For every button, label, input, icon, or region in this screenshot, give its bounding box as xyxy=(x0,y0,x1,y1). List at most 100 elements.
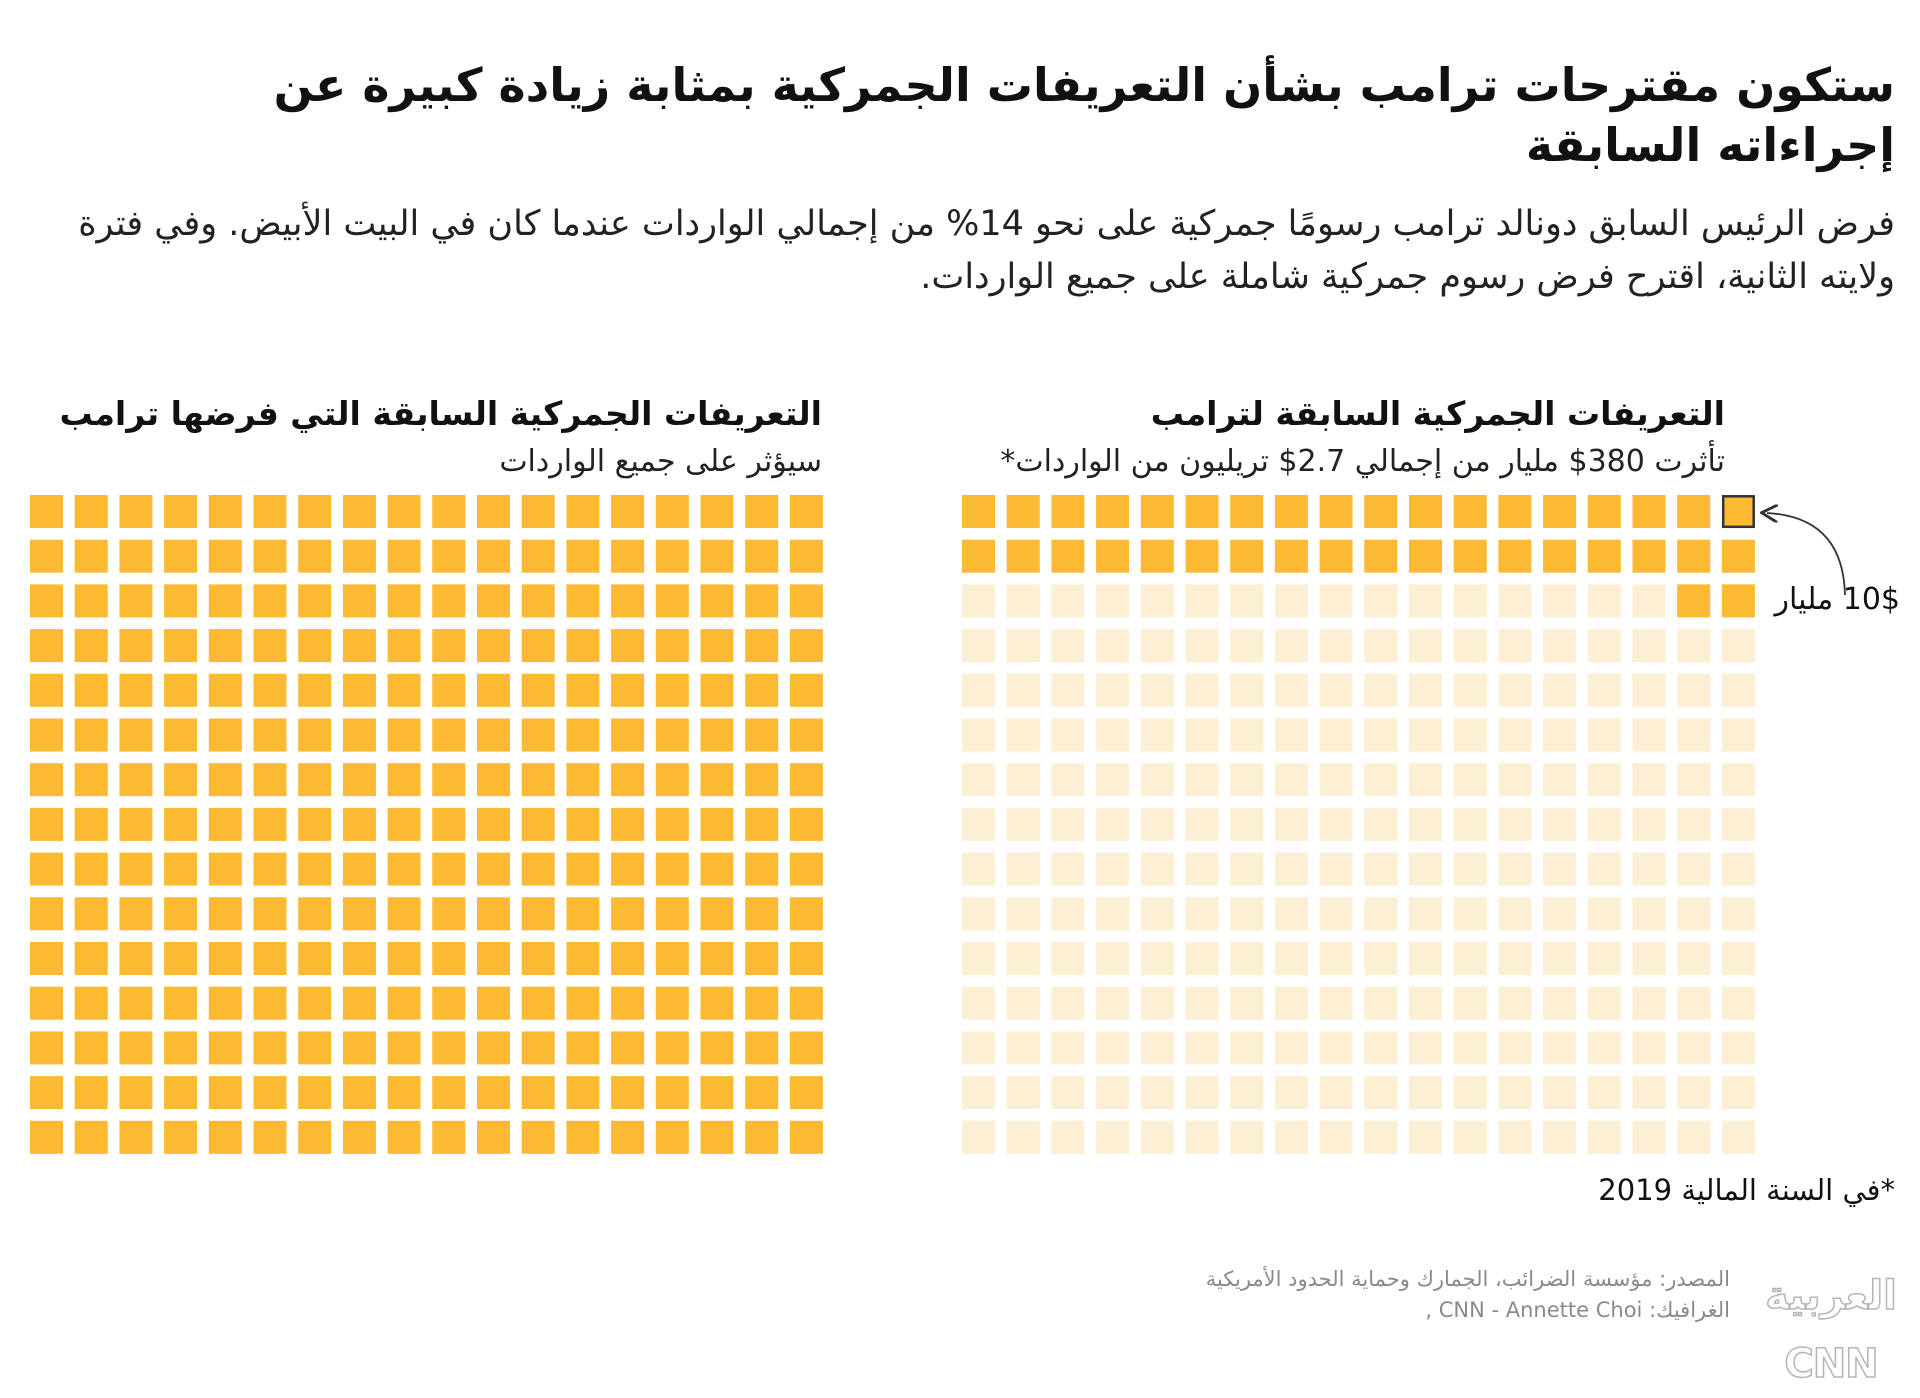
waffle-square-filled xyxy=(745,584,779,618)
waffle-square-filled xyxy=(119,1076,153,1110)
waffle-square-filled xyxy=(298,1076,332,1110)
waffle-square-empty xyxy=(1006,718,1040,752)
waffle-square-filled xyxy=(521,1076,555,1110)
waffle-square-filled xyxy=(298,986,332,1020)
waffle-square-empty xyxy=(1230,1120,1264,1154)
waffle-square-empty xyxy=(1453,673,1487,707)
waffle-square-empty xyxy=(1677,1120,1711,1154)
waffle-square-filled xyxy=(745,539,779,573)
waffle-square-empty xyxy=(1274,584,1308,618)
waffle-square-filled xyxy=(30,1031,63,1065)
waffle-square-filled xyxy=(342,807,376,841)
waffle-square-empty xyxy=(1632,986,1666,1020)
waffle-square-empty xyxy=(1543,673,1577,707)
waffle-square-filled xyxy=(477,584,510,618)
waffle-square-empty xyxy=(1140,1076,1174,1110)
waffle-square-empty xyxy=(1453,718,1487,752)
waffle-square-filled xyxy=(1409,539,1442,573)
waffle-square-empty xyxy=(1632,673,1666,707)
waffle-square-empty xyxy=(1453,629,1487,663)
chart-title: ستكون مقترحات ترامب بشأن التعريفات الجمر… xyxy=(273,58,1895,172)
waffle-square-empty xyxy=(1409,852,1442,886)
waffle-square-filled xyxy=(611,942,645,975)
waffle-square-empty xyxy=(962,763,995,797)
waffle-square-empty xyxy=(1185,1120,1219,1154)
waffle-square-empty xyxy=(1453,852,1487,886)
waffle-square-empty xyxy=(1006,1031,1040,1065)
panel-subtitle-previous: تأثرت 380$ مليار من إجمالي 2.7$ تريليون … xyxy=(1000,444,1725,479)
waffle-square-filled xyxy=(1677,539,1711,573)
waffle-square-filled xyxy=(566,584,600,618)
waffle-square-filled xyxy=(342,673,376,707)
waffle-square-empty xyxy=(1453,897,1487,931)
waffle-square-empty xyxy=(1409,986,1442,1020)
waffle-square-empty xyxy=(1140,584,1174,618)
waffle-square-empty xyxy=(1409,718,1442,752)
waffle-square-filled xyxy=(432,852,466,886)
waffle-square-empty xyxy=(1677,1076,1711,1110)
waffle-square-empty xyxy=(1543,897,1577,931)
waffle-square-filled xyxy=(30,763,63,797)
waffle-square-filled xyxy=(1274,495,1308,528)
waffle-square-filled xyxy=(700,807,734,841)
waffle-square-empty xyxy=(1587,718,1621,752)
waffle-square-filled xyxy=(298,584,332,618)
waffle-square-empty xyxy=(1319,897,1353,931)
waffle-square-filled xyxy=(1140,539,1174,573)
waffle-square-empty xyxy=(1677,629,1711,663)
waffle-square-filled xyxy=(1364,495,1398,528)
waffle-square-filled xyxy=(432,495,466,528)
waffle-square-filled xyxy=(789,1120,823,1154)
waffle-square-empty xyxy=(1543,629,1577,663)
waffle-square-filled xyxy=(208,986,242,1020)
waffle-square-filled xyxy=(208,1076,242,1110)
waffle-square-filled xyxy=(30,1076,63,1110)
waffle-square-filled xyxy=(566,629,600,663)
waffle-square-filled xyxy=(164,495,198,528)
waffle-square-filled xyxy=(611,852,645,886)
waffle-square-empty xyxy=(1096,897,1130,931)
waffle-square-empty xyxy=(1364,1076,1398,1110)
waffle-square-empty xyxy=(1543,942,1577,975)
waffle-square-empty xyxy=(962,1076,995,1110)
waffle-square-filled xyxy=(700,584,734,618)
waffle-square-filled xyxy=(521,1120,555,1154)
waffle-square-filled xyxy=(208,673,242,707)
waffle-square-empty xyxy=(1409,629,1442,663)
waffle-square-filled xyxy=(74,763,108,797)
waffle-square-filled xyxy=(298,852,332,886)
waffle-square-empty xyxy=(1319,807,1353,841)
waffle-square-filled xyxy=(611,539,645,573)
waffle-square-empty xyxy=(962,629,995,663)
waffle-square-empty xyxy=(1498,1031,1532,1065)
waffle-square-filled xyxy=(253,1076,287,1110)
waffle-square-filled xyxy=(655,629,689,663)
waffle-square-empty xyxy=(1096,1031,1130,1065)
waffle-square-filled xyxy=(1185,495,1219,528)
waffle-square-filled xyxy=(700,986,734,1020)
waffle-square-filled xyxy=(387,763,421,797)
waffle-square-filled xyxy=(611,763,645,797)
waffle-square-empty xyxy=(1274,1031,1308,1065)
waffle-square-filled xyxy=(1006,539,1040,573)
alarabiya-cnn-logo: العربية CNN xyxy=(1764,1272,1898,1388)
waffle-square-filled xyxy=(208,763,242,797)
waffle-square-filled xyxy=(432,629,466,663)
waffle-square-filled xyxy=(208,1120,242,1154)
waffle-square-empty xyxy=(1587,1076,1621,1110)
waffle-square-filled xyxy=(611,629,645,663)
waffle-square-filled xyxy=(342,852,376,886)
waffle-square-empty xyxy=(1364,584,1398,618)
waffle-square-filled xyxy=(521,629,555,663)
waffle-square-filled xyxy=(521,539,555,573)
waffle-square-filled xyxy=(74,629,108,663)
waffle-square-filled xyxy=(119,986,153,1020)
waffle-square-filled xyxy=(611,897,645,931)
waffle-square-empty xyxy=(1006,1076,1040,1110)
waffle-square-empty xyxy=(1632,852,1666,886)
waffle-square-filled xyxy=(655,539,689,573)
waffle-square-filled xyxy=(208,807,242,841)
waffle-square-empty xyxy=(1721,807,1755,841)
waffle-square-empty xyxy=(1721,897,1755,931)
waffle-square-filled xyxy=(477,539,510,573)
